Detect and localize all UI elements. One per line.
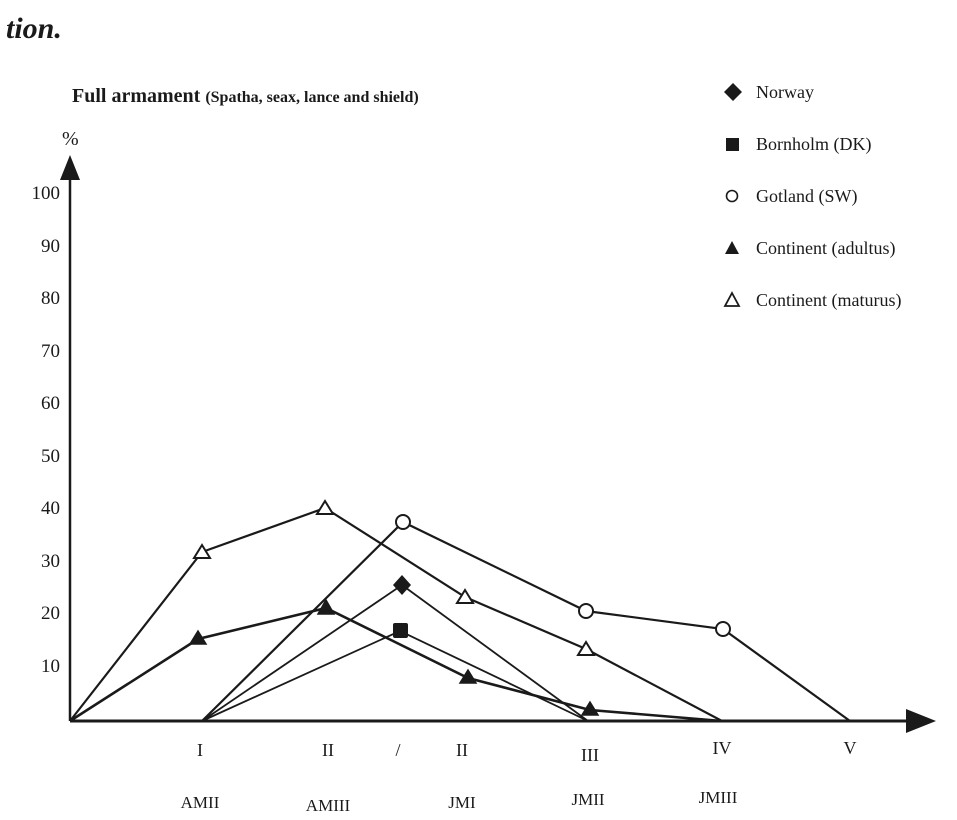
y-tick-50: 50 [41, 446, 60, 467]
legend-label: Gotland (SW) [756, 185, 858, 206]
legend-label: Norway [756, 81, 814, 102]
x-tick-AMIII: AMIII [305, 796, 351, 815]
legend-item-bornholm: Bornholm (DK) [722, 118, 901, 170]
y-tick-90: 90 [41, 236, 60, 257]
legend-item-continent-adultus: Continent (adultus) [722, 222, 901, 274]
x-tick-V: V [843, 738, 857, 758]
legend-label: Continent (maturus) [756, 289, 902, 310]
x-tick-IV: IV [712, 738, 732, 758]
chart-title-main: Full armament [72, 85, 201, 107]
y-tick-70: 70 [41, 341, 60, 362]
y-tick-100: 100 [31, 183, 61, 204]
x-tick-II-a: II [322, 740, 334, 760]
x-tick-JMI: JMI [448, 793, 476, 812]
filled-triangle-icon [725, 241, 739, 254]
legend-item-norway: Norway [722, 66, 901, 118]
series-continent-maturus-line [69, 506, 723, 722]
open-triangle-icon [723, 291, 741, 307]
filled-diamond-icon [724, 83, 742, 101]
filled-square-icon [726, 138, 739, 151]
series-norway-line [201, 583, 589, 722]
y-tick-80: 80 [41, 288, 60, 309]
x-tick-III: III [581, 745, 599, 765]
legend-label: Bornholm (DK) [756, 133, 872, 154]
y-tick-60: 60 [41, 393, 60, 414]
y-tick-10: 10 [41, 656, 60, 677]
x-tick-I: I [197, 740, 203, 760]
y-tick-20: 20 [41, 603, 60, 624]
legend-label: Continent (adultus) [756, 237, 896, 258]
x-tick-JMII: JMII [571, 790, 605, 809]
series-norway-markers [393, 575, 411, 595]
series-continent-adultus-markers [188, 598, 600, 716]
series-bornholm-markers [393, 623, 408, 638]
x-tick-slash: / [395, 740, 401, 760]
chart-title: Full armament (Spatha, seax, lance and s… [72, 85, 419, 108]
legend: Norway Bornholm (DK) Gotland (SW) Contin… [722, 66, 901, 326]
x-tick-II-b: II [456, 740, 468, 760]
legend-item-continent-maturus: Continent (maturus) [722, 274, 901, 326]
y-tick-30: 30 [41, 551, 60, 572]
y-axis-label: % [62, 128, 79, 150]
chart-subtitle: (Spatha, seax, lance and shield) [205, 89, 419, 106]
open-circle-icon [725, 189, 739, 203]
series-continent-maturus-markers [192, 499, 596, 656]
y-tick-40: 40 [41, 498, 60, 519]
series-gotland-markers [395, 514, 731, 637]
legend-item-gotland: Gotland (SW) [722, 170, 901, 222]
x-tick-AMII: AMII [180, 793, 220, 812]
caption-fragment: tion. [6, 12, 62, 45]
x-tick-JMIII: JMIII [698, 788, 738, 807]
series-continent-adultus-line [69, 606, 723, 723]
series-bornholm-line [201, 630, 589, 722]
